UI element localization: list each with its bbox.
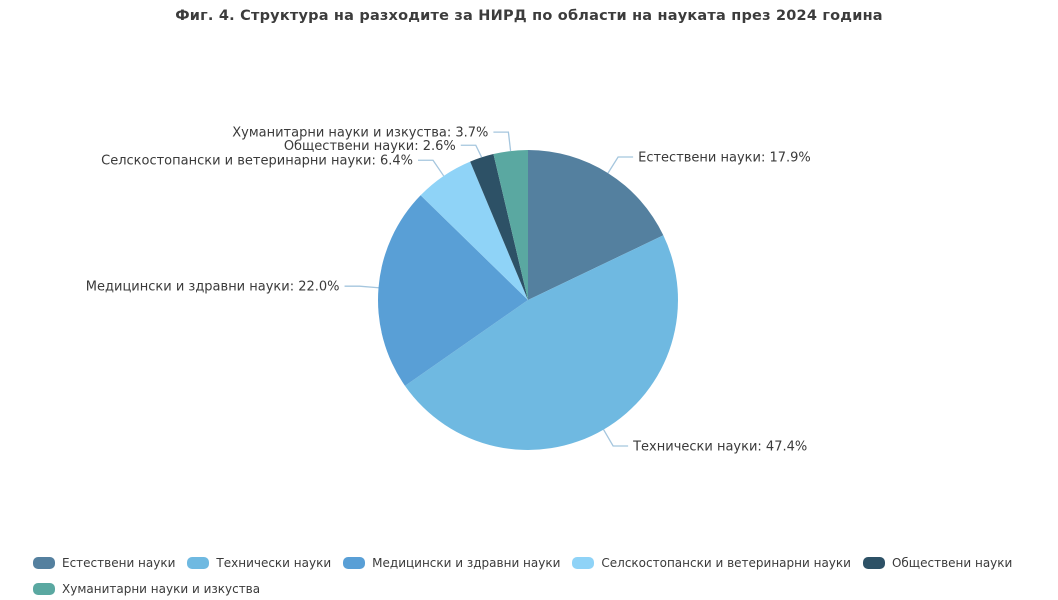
pie-slice-1	[528, 150, 664, 300]
slice-label-6: Хуманитарни науки и изкуства: 3.7%	[232, 126, 488, 141]
leader-line-1	[607, 156, 634, 174]
slice-label-1: Естествени науки: 17.9%	[638, 151, 811, 166]
pie-slice-6	[493, 150, 528, 300]
legend-item-1: Естествени науки	[33, 552, 175, 574]
slice-label-2: Технически науки: 47.4%	[632, 440, 807, 455]
legend-item-3: Медицински и здравни науки	[343, 552, 560, 574]
legend-item-6: Хуманитарни науки и изкуства	[33, 578, 260, 600]
pie-slice-5	[470, 154, 528, 300]
leader-line-5	[460, 144, 483, 158]
legend-label: Хуманитарни науки и изкуства	[62, 582, 261, 596]
chart-title: Фиг. 4. Структура на разходите за НИРД п…	[175, 8, 883, 24]
legend-item-4: Селскостопански и ветеринарни науки	[572, 552, 851, 574]
slice-label-4: Селскостопански и ветеринарни науки: 6.4…	[101, 154, 413, 169]
legend-swatch-icon	[187, 557, 210, 569]
pie-slice-2	[405, 235, 678, 450]
legend-swatch-icon	[33, 557, 55, 569]
legend-label: Технически науки	[216, 556, 332, 570]
pie-slice-3	[378, 195, 528, 386]
legend-swatch-icon	[862, 557, 885, 569]
legend-swatch-icon	[572, 557, 595, 569]
legend-item-2: Технически науки	[187, 552, 331, 574]
legend-label: Селскостопански и ветеринарни науки	[601, 556, 851, 570]
legend-item-5: Обществени науки	[862, 552, 1013, 574]
leader-line-3	[344, 285, 379, 289]
leader-line-4	[418, 159, 445, 177]
leader-line-2	[602, 429, 629, 447]
legend-label: Медицински и здравни науки	[372, 556, 561, 570]
legend-label: Обществени науки	[891, 556, 1013, 570]
slice-label-3: Медицински и здравни науки: 22.0%	[86, 280, 340, 295]
leader-line-6	[493, 131, 512, 152]
legend-label: Естествени науки	[62, 556, 176, 570]
legend: Естествени науки Технически науки Медицинс…	[33, 552, 1043, 600]
legend-swatch-icon	[343, 557, 366, 569]
pie-slice-4	[420, 161, 528, 300]
legend-swatch-icon	[33, 583, 55, 595]
slice-label-5: Обществени науки: 2.6%	[284, 139, 456, 154]
pie-chart: Естествени науки: 17.9% Технически науки:…	[86, 126, 811, 455]
